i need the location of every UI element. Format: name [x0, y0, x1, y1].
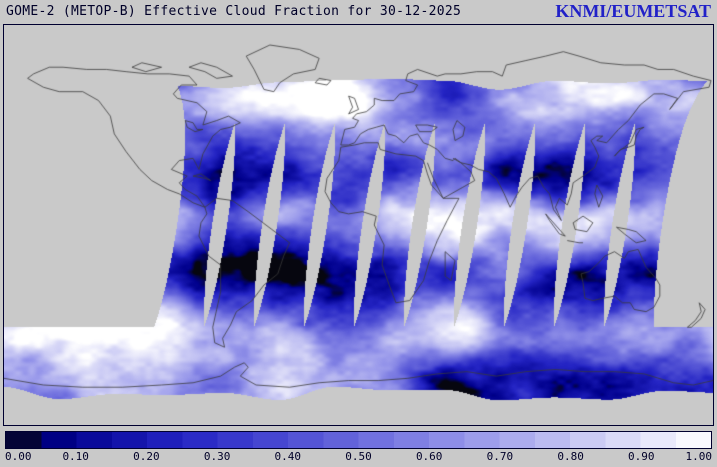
colorbar-label: 0.10	[62, 450, 89, 463]
branding-logo-text: KNMI/EUMETSAT	[555, 1, 711, 21]
world-map-canvas	[4, 25, 713, 425]
colorbar-label: 0.60	[415, 450, 443, 463]
page-title: GOME-2 (METOP-B) Effective Cloud Fractio…	[6, 4, 462, 19]
colorbar-labels: 0.00 0.10 0.20 0.30 0.40 0.50 0.60 0.70 0.80 0.90…	[5, 450, 712, 464]
colorbar-gradient	[5, 431, 712, 449]
colorbar-label: 0.80	[557, 450, 584, 463]
colorbar-label: 0.20	[133, 450, 160, 463]
colorbar-label: 0.30	[203, 450, 231, 463]
colorbar-label: 1.00	[685, 450, 713, 463]
colorbar-label: 0.00	[5, 450, 32, 463]
colorbar-label: 0.70	[486, 450, 514, 463]
colorbar-label: 0.90	[628, 450, 655, 463]
colorbar-label: 0.50	[345, 450, 372, 463]
map-frame	[3, 24, 714, 426]
colorbar-label: 0.40	[274, 450, 302, 463]
